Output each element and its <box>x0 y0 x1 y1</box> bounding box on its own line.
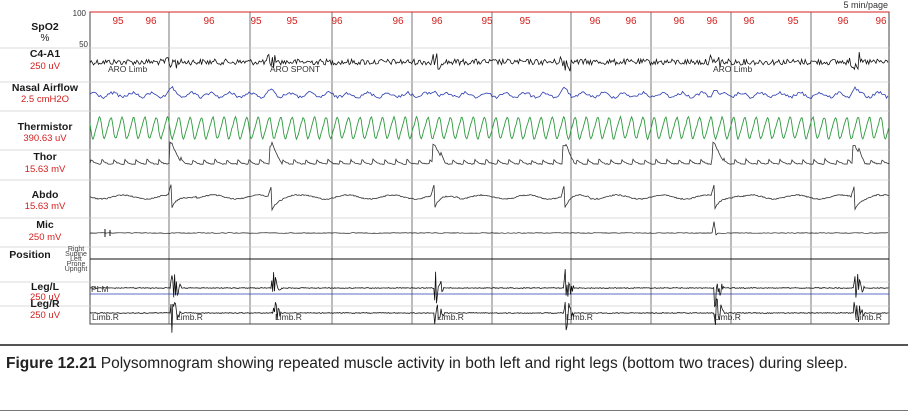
limb-event-label: Limb.R <box>176 312 203 322</box>
caption-body: Polysomnogram showing repeated muscle ac… <box>100 355 848 372</box>
trace-thermistor <box>89 115 889 141</box>
spo2-value: 95 <box>112 16 124 27</box>
trace-leg-l <box>90 269 889 308</box>
channel-label-spo2: SpO2 <box>31 21 59 33</box>
spo2-axis-top: 100 <box>73 9 87 18</box>
trace-thor <box>89 140 890 166</box>
figure-caption: Figure 12.21 Polysomnogram showing repea… <box>6 352 902 375</box>
eeg-arousal-event: ARO SPONT <box>270 64 320 74</box>
position-state-label: Prone <box>67 261 86 268</box>
channel-scale: 390.63 uV <box>23 133 67 144</box>
spo2-value: 96 <box>589 16 601 27</box>
limb-event-label: Limb.R <box>714 312 741 322</box>
position-state-label: Supine <box>65 251 87 258</box>
position-state-label: Right <box>68 246 84 253</box>
spo2-value: 96 <box>392 16 404 27</box>
spo2-value: 96 <box>875 16 887 27</box>
eeg-arousal-event: ARO Limb <box>108 64 147 74</box>
spo2-value: 95 <box>787 16 799 27</box>
channel-scale: 250 uV <box>30 310 61 321</box>
page-scale-label: 5 min/page <box>843 0 888 10</box>
position-state-label: Left <box>70 256 82 263</box>
channel-label-c4-a1: C4-A1 <box>30 48 61 60</box>
eeg-arousal-event: ARO Limb <box>713 64 752 74</box>
channel-label-position: Position <box>9 249 50 261</box>
channel-label-thor: Thor <box>33 151 56 163</box>
channel-scale: 15.63 mV <box>25 201 66 212</box>
figure-number: Figure 12.21 <box>6 355 97 372</box>
spo2-value: 96 <box>431 16 443 27</box>
spo2-axis-mid: 50 <box>79 40 88 49</box>
channel-scale: 250 mV <box>29 232 62 243</box>
spo2-value: 95 <box>481 16 493 27</box>
spo2-value: 96 <box>145 16 157 27</box>
channel-scale: % <box>41 33 50 44</box>
figure-caption-block: Figure 12.21 Polysomnogram showing repea… <box>0 340 908 417</box>
channel-label-abdo: Abdo <box>32 189 59 201</box>
spo2-value: 96 <box>331 16 343 27</box>
limb-event-label: Limb.R <box>566 312 593 322</box>
spo2-value: 95 <box>286 16 298 27</box>
trace-c4-a1 <box>89 52 889 72</box>
channel-label-mic: Mic <box>36 219 54 231</box>
spo2-value: 95 <box>519 16 531 27</box>
channel-label-nasal-airflow: Nasal Airflow <box>12 82 79 94</box>
caption-divider-bottom <box>0 410 908 411</box>
limb-event-label: Limb.R <box>92 312 119 322</box>
spo2-value: 96 <box>743 16 755 27</box>
channel-scale: 250 uV <box>30 292 61 303</box>
trace-mic <box>89 221 889 236</box>
limb-event-label: Limb.R <box>437 312 464 322</box>
channel-label-leg-r: Leg/R <box>30 298 60 310</box>
position-state-label: Upright <box>65 266 88 273</box>
limb-event-label: Limb.R <box>855 312 882 322</box>
channel-label-thermistor: Thermistor <box>18 121 73 133</box>
trace-leg-r <box>89 298 889 333</box>
spo2-value: 96 <box>673 16 685 27</box>
trace-nasal-airflow <box>89 85 889 100</box>
plm-event-label: PLM <box>91 284 108 294</box>
limb-event-label: Limb.R <box>275 312 302 322</box>
spo2-value: 96 <box>706 16 718 27</box>
channel-scale: 2.5 cmH2O <box>21 94 69 105</box>
trace-abdo <box>89 184 890 212</box>
channel-scale: 15.63 mV <box>25 164 66 175</box>
channel-scale: 250 uV <box>30 61 61 72</box>
spo2-value: 95 <box>250 16 262 27</box>
spo2-value: 96 <box>203 16 215 27</box>
spo2-value: 96 <box>837 16 849 27</box>
caption-divider-top <box>0 344 908 346</box>
spo2-value: 96 <box>625 16 637 27</box>
channel-label-leg-l: Leg/L <box>31 281 60 293</box>
